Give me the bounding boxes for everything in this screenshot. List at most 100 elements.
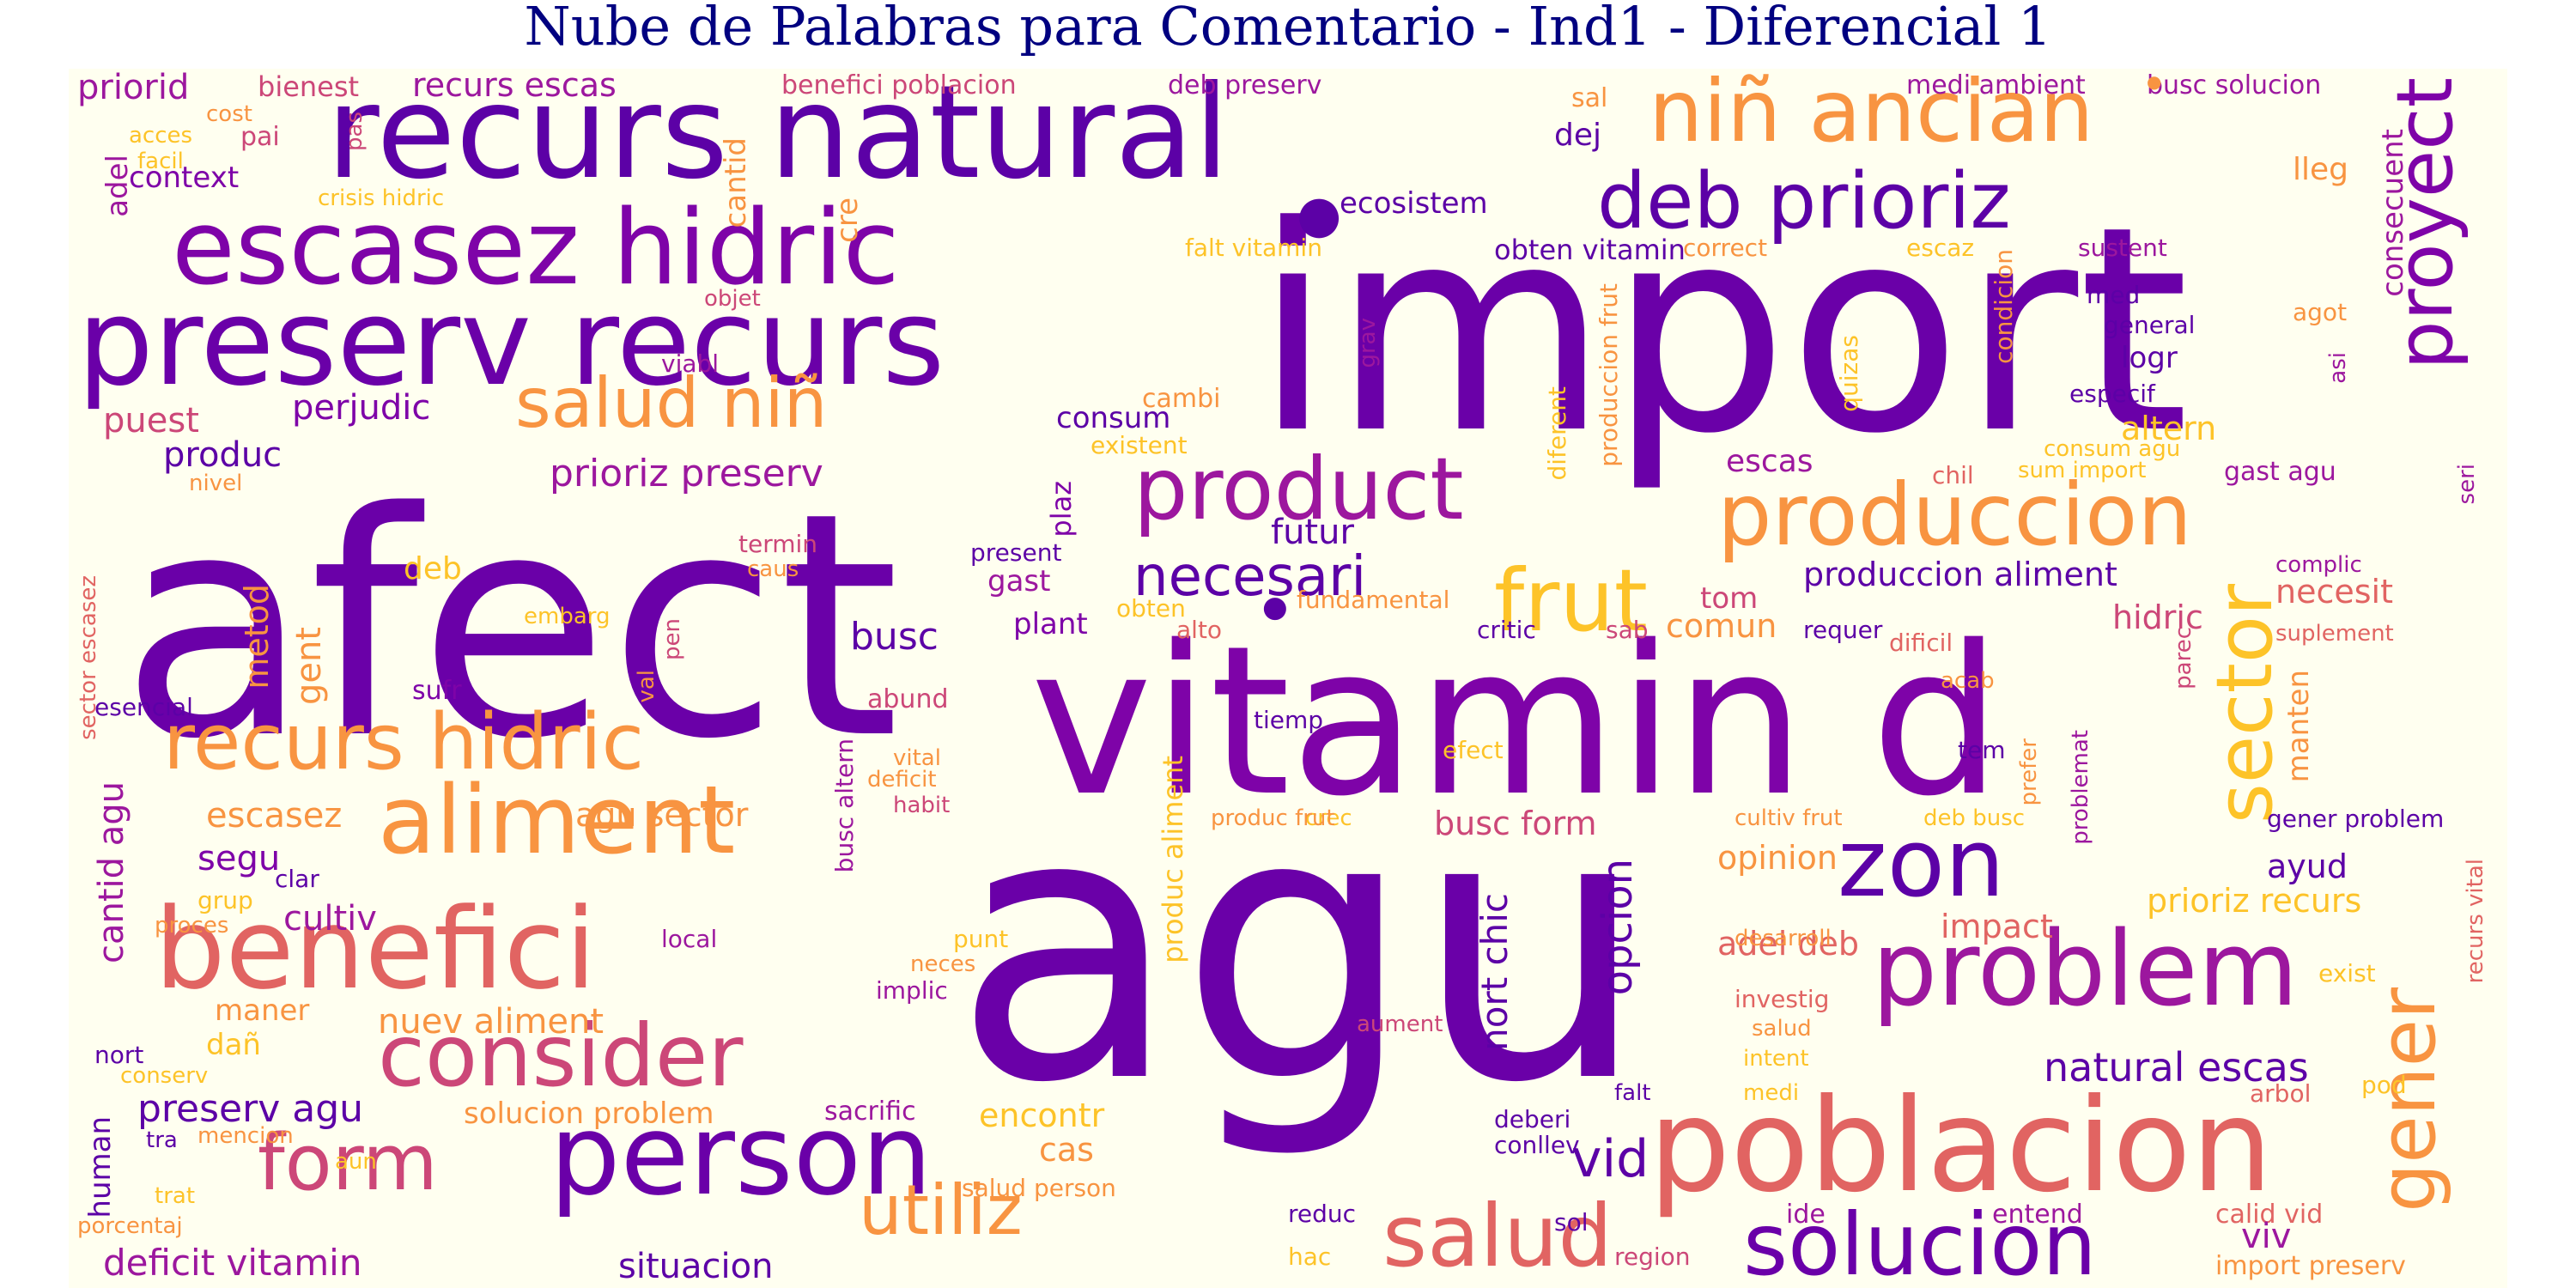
word: opinion [1717, 839, 1838, 877]
word: vitamin d [1030, 601, 2002, 841]
word: exist [2318, 959, 2376, 987]
word: esencial [94, 693, 193, 721]
word: produc frut [1211, 805, 1335, 831]
word: gast [987, 564, 1051, 598]
word: escaz [1906, 234, 1975, 262]
word: altern [2121, 410, 2217, 447]
word: sufr [412, 676, 462, 706]
word: tiemp [1254, 706, 1324, 734]
word: busc [850, 615, 939, 659]
word: frut [1494, 550, 1648, 651]
word: cambi [1142, 384, 1221, 414]
word: trat [155, 1183, 196, 1209]
word: preserv recurs [77, 273, 945, 413]
word: hac [1288, 1242, 1332, 1271]
word: cost [206, 101, 252, 127]
word: aliment [378, 765, 736, 875]
word: sab [1606, 616, 1649, 644]
word: adel [100, 155, 135, 217]
word: facil [137, 149, 184, 174]
word: prefer [2016, 738, 2042, 806]
word: neces [910, 951, 976, 977]
word: proces [155, 913, 229, 939]
word: lleg [2293, 152, 2349, 187]
word: deficit [867, 767, 937, 793]
word: porcentaj [77, 1213, 183, 1239]
word: deb preserv [1168, 70, 1322, 100]
word: impact [1941, 908, 2053, 945]
word: escasez hidric [172, 189, 900, 308]
word: general [2104, 311, 2196, 339]
word: pod [2361, 1071, 2407, 1099]
word: produccion aliment [1803, 556, 2117, 593]
word: nort chic [1473, 893, 1516, 1051]
word: requer [1803, 616, 1883, 644]
word: falt [1614, 1080, 1651, 1106]
word: implic [876, 976, 948, 1005]
word: deberi [1494, 1105, 1571, 1133]
word: plant [1013, 607, 1088, 641]
page-title: Nube de Palabras para Comentario - Ind1 … [524, 0, 2052, 58]
word: vid [1571, 1129, 1649, 1189]
word: recurs vital [2463, 859, 2488, 984]
word: crec [1305, 805, 1352, 831]
word: produc [163, 435, 283, 475]
word: dañ [206, 1028, 261, 1062]
word: abund [867, 684, 949, 714]
word: deb [404, 551, 462, 586]
word: logr [2121, 341, 2178, 375]
word: chil [1932, 461, 1974, 489]
word: grup [197, 886, 253, 914]
word: necesit [2275, 573, 2393, 611]
dot-glyph: ● [2147, 71, 2162, 92]
word: cultiv [283, 899, 377, 939]
word: obten vitamin [1494, 234, 1686, 266]
word: tom [1700, 581, 1759, 616]
word: efect [1443, 736, 1504, 764]
word: problemat [2068, 730, 2093, 845]
word: salud [1382, 1186, 1613, 1286]
word: seri [2454, 464, 2480, 505]
word: person [550, 1090, 933, 1220]
word: conllev [1494, 1131, 1580, 1159]
word: afect [120, 447, 900, 806]
word: complic [2275, 552, 2362, 578]
word: tem [1958, 736, 2006, 764]
word: med [2087, 281, 2141, 309]
word: busc form [1434, 805, 1597, 842]
word: condicion [1990, 249, 2018, 364]
word: plaz [1045, 481, 1078, 538]
word: local [661, 925, 718, 953]
word: cre [830, 197, 865, 243]
word: segu [197, 839, 281, 878]
word: prioriz recurs [2147, 882, 2362, 920]
word: bienest [258, 70, 360, 103]
word: produccion [1717, 465, 2192, 565]
word: entend [1992, 1200, 2083, 1230]
word: deb prioriz [1597, 156, 2011, 246]
word: recurs hidric [163, 697, 645, 787]
word: opcion [1594, 859, 1642, 996]
word: termin [738, 530, 818, 558]
word: metod [238, 584, 276, 690]
word: prioriz preserv [550, 452, 823, 495]
word: sal [1571, 83, 1608, 113]
word: sacrific [824, 1097, 916, 1127]
word: existent [1091, 431, 1188, 459]
word: cantid [719, 137, 753, 228]
word: suplement [2275, 621, 2394, 647]
word: especif [2069, 380, 2155, 408]
word: habit [893, 793, 951, 818]
word: product [1133, 439, 1464, 539]
word: niñ ancian [1649, 69, 2094, 161]
word: grav [1355, 318, 1381, 368]
word: solucion [1743, 1194, 2097, 1288]
word: busc solucion [2147, 70, 2322, 100]
word: diferent [1543, 386, 1571, 481]
word: obten [1116, 594, 1186, 623]
word: gast agu [2224, 457, 2336, 487]
word: clar [275, 865, 319, 893]
word: cantid agu [92, 781, 131, 964]
word: priorid [77, 69, 190, 107]
word: sustent [2078, 234, 2167, 262]
